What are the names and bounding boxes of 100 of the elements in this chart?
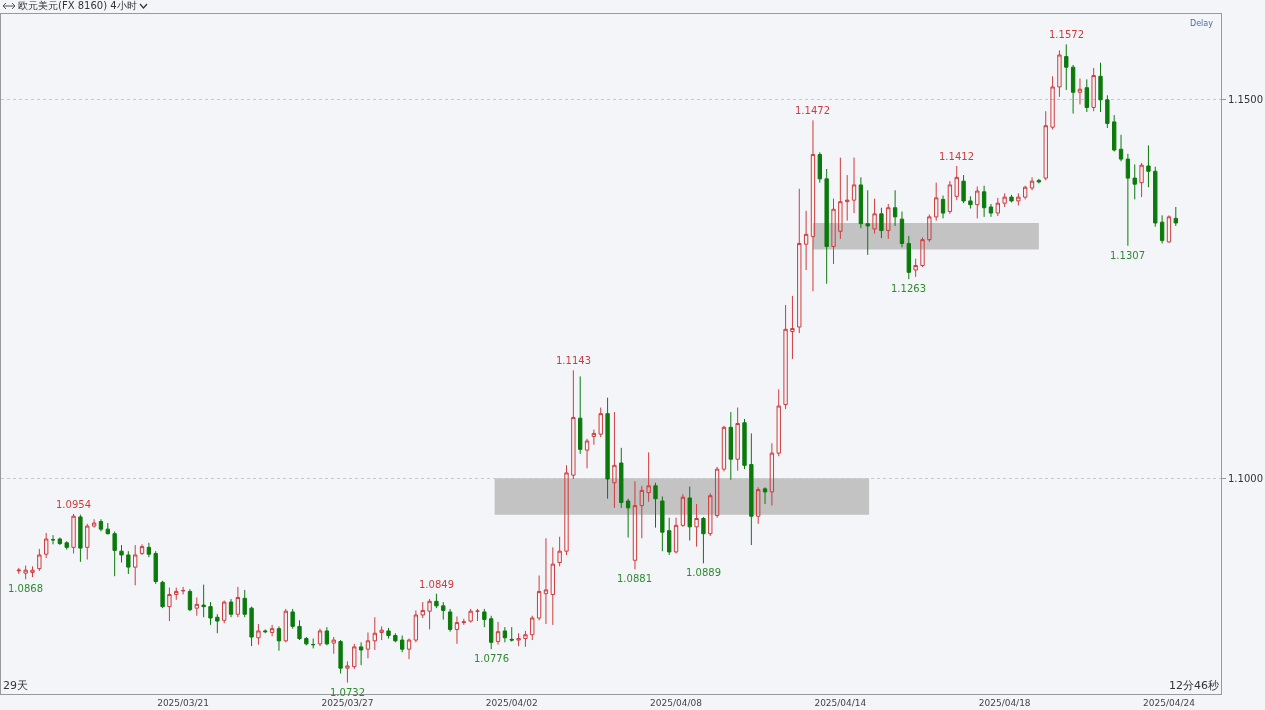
candlestick (687, 486, 692, 542)
candlestick (845, 174, 850, 222)
candlestick (694, 503, 699, 548)
candlestick (201, 584, 206, 618)
candlestick (680, 493, 686, 528)
candlestick (632, 480, 638, 570)
annotation: 1.0954 (56, 499, 91, 510)
candlestick (1057, 49, 1062, 98)
candlestick (660, 495, 665, 552)
annotation: 29天 (3, 679, 28, 692)
candlestick (345, 660, 350, 684)
candlestick (112, 530, 117, 577)
candlestick (1132, 163, 1137, 200)
candlestick (872, 198, 877, 235)
candlestick (1118, 134, 1124, 162)
candlestick (1036, 178, 1042, 184)
candlestick (71, 513, 76, 554)
annotation: 1.0849 (419, 579, 454, 590)
candlestick (126, 550, 131, 575)
candlestick (838, 157, 843, 240)
candlestick (249, 606, 254, 647)
candlestick (372, 616, 377, 651)
candlestick (947, 180, 953, 215)
candlestick (913, 258, 918, 278)
candlestick (516, 632, 521, 647)
candlestick (352, 643, 357, 670)
candlestick (1146, 144, 1151, 188)
candlestick (892, 189, 898, 227)
candlestick (1009, 194, 1014, 203)
candlestick (133, 544, 138, 586)
candlestick (797, 188, 802, 334)
candlestick (413, 609, 419, 643)
candlestick (831, 198, 836, 265)
candlestick (447, 608, 453, 633)
candlestick (174, 587, 179, 601)
candlestick (639, 485, 644, 539)
candlestick (530, 615, 535, 641)
candlestick (297, 619, 302, 641)
candlestick (311, 638, 316, 649)
candlestick (187, 588, 193, 612)
candlestick (817, 151, 822, 184)
chart-title: 欧元美元(FX 8160) 4小时 (18, 0, 137, 13)
candlestick (489, 615, 494, 650)
candlestick (502, 626, 508, 643)
candlestick (57, 536, 63, 546)
candlestick (550, 546, 555, 626)
candlestick (454, 616, 460, 645)
candlestick (64, 540, 69, 551)
candlestick (523, 630, 528, 648)
x-tick-label: 2025/04/14 (814, 697, 867, 708)
annotation: 1.1412 (939, 151, 974, 162)
candlestick (605, 397, 610, 500)
candlestick (673, 517, 679, 554)
candlestick (1139, 162, 1144, 198)
candlestick (721, 425, 727, 472)
candlestick (393, 632, 398, 643)
x-tick-label: 2025/04/24 (1143, 697, 1196, 708)
candlestick (420, 601, 425, 619)
candlestick (304, 636, 309, 646)
x-tick-label: 2025/04/18 (978, 697, 1031, 708)
candlestick (1077, 78, 1083, 105)
candlestick (441, 601, 446, 621)
annotation: 1.1472 (795, 105, 830, 116)
candlestick (728, 411, 733, 481)
candlestick (1064, 43, 1069, 91)
candlestick (571, 369, 576, 480)
candlestick (263, 628, 268, 634)
candlestick (1091, 67, 1096, 112)
candlestick (824, 168, 829, 285)
candlestick (1166, 214, 1172, 244)
annotation: 1.0881 (617, 573, 652, 584)
candlestick (379, 625, 384, 641)
candlestick (584, 438, 590, 469)
candlestick (475, 608, 480, 622)
candlestick (619, 447, 624, 509)
candlestick (139, 543, 145, 556)
candlestick (256, 623, 261, 646)
annotation: 1.1572 (1049, 29, 1084, 40)
candlestick (879, 207, 884, 239)
candlestick (235, 586, 241, 618)
candlestick (756, 486, 761, 525)
candlestick (1002, 192, 1007, 208)
candlestick (735, 407, 740, 472)
candlestick (1105, 94, 1110, 129)
candlestick (886, 203, 891, 240)
candlestick (858, 176, 864, 229)
candlestick (988, 203, 994, 218)
candlestick (468, 608, 473, 624)
candlestick (119, 544, 124, 564)
annotation: 12分46秒 (1169, 679, 1219, 692)
candlestick (324, 626, 330, 646)
candlestick (91, 518, 97, 529)
candlestick (105, 522, 110, 535)
text: Delay (1190, 19, 1214, 28)
candlestick (961, 174, 966, 204)
candlestick (242, 589, 247, 618)
candlestick (598, 407, 603, 438)
candlestick (283, 608, 288, 643)
candlestick (667, 517, 672, 556)
x-tick-label: 2025/04/08 (650, 697, 703, 708)
